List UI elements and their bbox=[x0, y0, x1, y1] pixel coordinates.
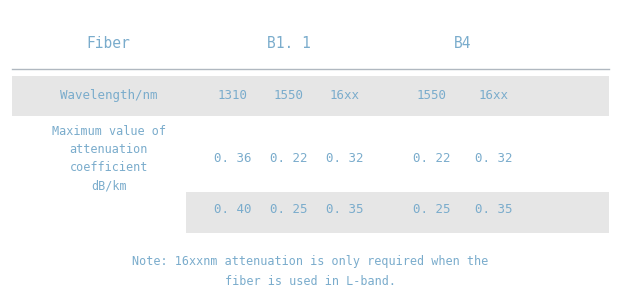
Text: 16xx: 16xx bbox=[479, 88, 509, 102]
Bar bbox=[186, 192, 609, 233]
Text: Maximum value of
attenuation
coefficient
dB/km: Maximum value of attenuation coefficient… bbox=[52, 125, 166, 192]
Text: 1310: 1310 bbox=[218, 88, 248, 102]
Text: 0. 35: 0. 35 bbox=[475, 203, 512, 217]
Text: 0. 22: 0. 22 bbox=[270, 152, 307, 165]
Text: 0. 40: 0. 40 bbox=[214, 203, 252, 217]
Text: 1550: 1550 bbox=[417, 88, 446, 102]
Text: Note: 16xxnm attenuation is only required when the: Note: 16xxnm attenuation is only require… bbox=[132, 255, 489, 268]
Text: 0. 25: 0. 25 bbox=[270, 203, 307, 217]
Text: 0. 25: 0. 25 bbox=[413, 203, 450, 217]
Text: B4: B4 bbox=[454, 36, 471, 51]
Text: 16xx: 16xx bbox=[330, 88, 360, 102]
Text: 0. 32: 0. 32 bbox=[326, 152, 363, 165]
Text: fiber is used in L-band.: fiber is used in L-band. bbox=[225, 275, 396, 288]
Bar bbox=[12, 76, 609, 116]
Text: 0. 35: 0. 35 bbox=[326, 203, 363, 217]
Text: 1550: 1550 bbox=[274, 88, 304, 102]
Text: 0. 36: 0. 36 bbox=[214, 152, 252, 165]
Text: B1. 1: B1. 1 bbox=[267, 36, 310, 51]
Text: Fiber: Fiber bbox=[87, 36, 130, 51]
Text: Wavelength/nm: Wavelength/nm bbox=[60, 88, 158, 102]
Text: 0. 22: 0. 22 bbox=[413, 152, 450, 165]
Text: 0. 32: 0. 32 bbox=[475, 152, 512, 165]
